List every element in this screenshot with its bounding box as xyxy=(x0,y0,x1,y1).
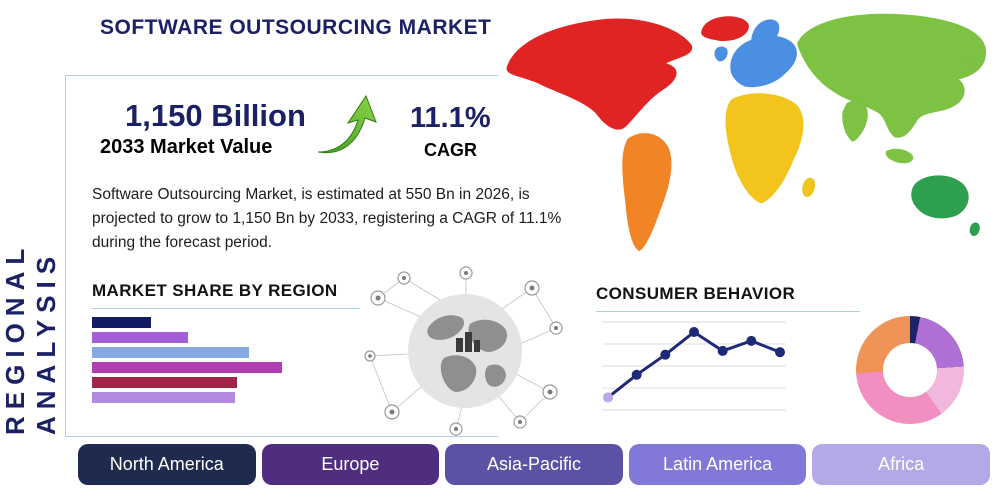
map-japan xyxy=(959,58,974,77)
map-europe xyxy=(730,35,797,88)
data-point-7 xyxy=(775,347,785,358)
region-button-latin-america[interactable]: Latin America xyxy=(628,444,807,485)
region-button-asia-pacific[interactable]: Asia-Pacific xyxy=(445,444,623,485)
bar-segment-6 xyxy=(92,392,236,403)
bar-segment-3 xyxy=(92,347,249,358)
map-north-america xyxy=(506,18,693,130)
bar-segment-5 xyxy=(92,377,238,388)
map-indonesia xyxy=(885,148,914,164)
data-point-4 xyxy=(689,327,699,338)
data-point-1 xyxy=(603,392,613,403)
side-label-regional-analysis: REGIONAL ANALYSIS xyxy=(0,242,61,435)
map-new-zealand xyxy=(969,222,980,237)
map-africa xyxy=(725,93,804,204)
world-map xyxy=(497,4,994,260)
region-button-africa[interactable]: Africa xyxy=(812,444,990,485)
region-button-europe[interactable]: Europe xyxy=(261,444,440,485)
map-europe-uk xyxy=(714,46,728,62)
page-title: SOFTWARE OUTSOURCING MARKET xyxy=(100,16,492,39)
bar-segment-1 xyxy=(92,317,151,328)
market-share-bar-chart xyxy=(92,317,288,403)
globe-network-illustration xyxy=(360,266,572,436)
data-point-2 xyxy=(631,369,642,380)
content-panel-border xyxy=(65,75,498,437)
market-value-2033: 1,150 Billion xyxy=(125,98,306,133)
consumer-behavior-line-chart xyxy=(602,321,786,411)
donut-hole xyxy=(883,343,937,397)
map-greenland xyxy=(701,16,749,41)
regional-share-donut-chart xyxy=(856,316,964,424)
bar-segment-4 xyxy=(92,362,283,373)
map-madagascar xyxy=(802,177,816,197)
consumer-behavior-heading: CONSUMER BEHAVIOR xyxy=(596,284,860,312)
data-point-6 xyxy=(746,335,757,346)
growth-arrow-icon xyxy=(312,90,392,160)
data-point-5 xyxy=(717,345,728,356)
map-india xyxy=(842,100,868,142)
map-south-america xyxy=(622,133,672,252)
cagr-label: CAGR xyxy=(424,140,477,160)
cagr-value: 11.1% xyxy=(410,102,491,134)
market-value-label: 2033 Market Value xyxy=(100,136,273,158)
data-point-3 xyxy=(660,349,671,360)
market-description: Software Outsourcing Market, is estimate… xyxy=(92,186,562,252)
map-europe-scandinavia xyxy=(751,19,780,50)
market-share-heading: MARKET SHARE BY REGION xyxy=(92,281,360,309)
region-button-north-america[interactable]: North America xyxy=(78,444,256,485)
bar-segment-2 xyxy=(92,332,189,343)
map-asia xyxy=(797,13,987,138)
map-australia xyxy=(911,175,969,219)
region-buttons-bar: North America Europe Asia-Pacific Latin … xyxy=(78,444,990,485)
